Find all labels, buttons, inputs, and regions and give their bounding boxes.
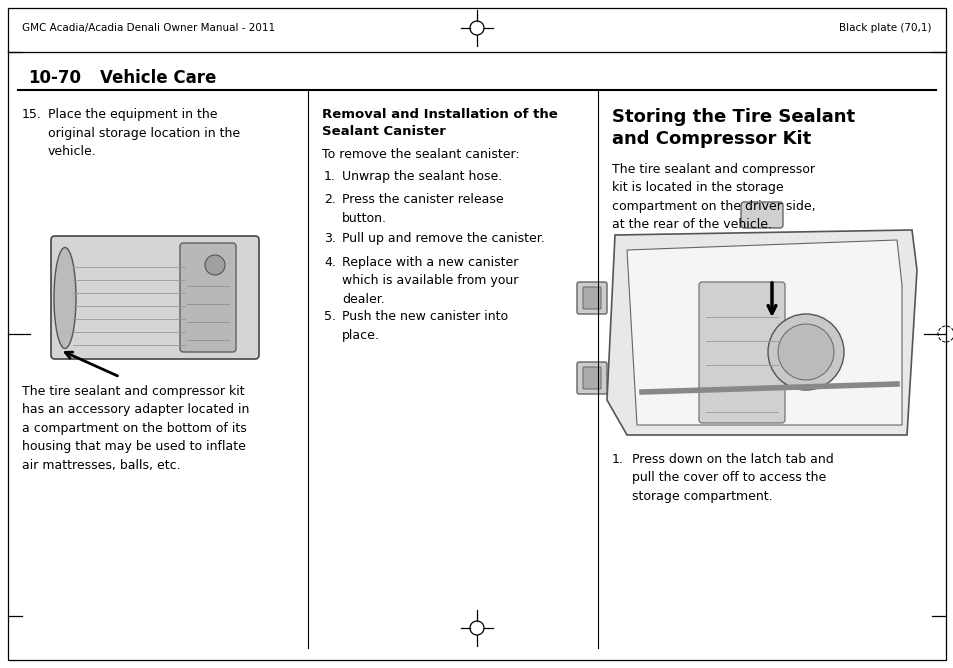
Text: 1.: 1. [612,453,623,466]
Text: 3.: 3. [324,232,335,246]
FancyBboxPatch shape [577,282,606,314]
Text: The tire sealant and compressor
kit is located in the storage
compartment on the: The tire sealant and compressor kit is l… [612,163,815,232]
Text: Push the new canister into
place.: Push the new canister into place. [341,311,508,342]
Polygon shape [626,240,901,425]
Text: Place the equipment in the
original storage location in the
vehicle.: Place the equipment in the original stor… [48,108,240,158]
FancyBboxPatch shape [699,282,784,423]
Text: 4.: 4. [324,256,335,269]
Text: 1.: 1. [324,170,335,183]
FancyBboxPatch shape [51,236,258,359]
Text: Black plate (70,1): Black plate (70,1) [839,23,931,33]
FancyBboxPatch shape [577,362,606,394]
Text: 15.: 15. [22,108,42,121]
Text: GMC Acadia/Acadia Denali Owner Manual - 2011: GMC Acadia/Acadia Denali Owner Manual - … [22,23,274,33]
Text: Sealant Canister: Sealant Canister [322,125,445,138]
Text: Pull up and remove the canister.: Pull up and remove the canister. [341,232,544,246]
Text: 5.: 5. [324,311,335,323]
Text: 2.: 2. [324,194,335,206]
Ellipse shape [54,248,76,349]
Text: To remove the sealant canister:: To remove the sealant canister: [322,148,519,161]
Text: Unwrap the sealant hose.: Unwrap the sealant hose. [341,170,501,183]
Text: 10-70: 10-70 [28,69,81,87]
FancyBboxPatch shape [180,243,235,352]
Text: Press the canister release
button.: Press the canister release button. [341,194,503,225]
Text: Press down on the latch tab and
pull the cover off to access the
storage compart: Press down on the latch tab and pull the… [631,453,833,503]
Polygon shape [606,230,916,435]
Text: Replace with a new canister
which is available from your
dealer.: Replace with a new canister which is ava… [341,256,517,306]
FancyBboxPatch shape [740,202,782,228]
FancyBboxPatch shape [582,367,600,389]
Text: Vehicle Care: Vehicle Care [100,69,216,87]
Circle shape [778,324,833,380]
Text: and Compressor Kit: and Compressor Kit [612,130,810,148]
FancyBboxPatch shape [582,287,600,309]
Circle shape [767,314,843,390]
Circle shape [205,255,225,275]
Text: Removal and Installation of the: Removal and Installation of the [322,108,558,121]
Text: Storing the Tire Sealant: Storing the Tire Sealant [612,108,854,126]
Text: The tire sealant and compressor kit
has an accessory adapter located in
a compar: The tire sealant and compressor kit has … [22,385,249,472]
